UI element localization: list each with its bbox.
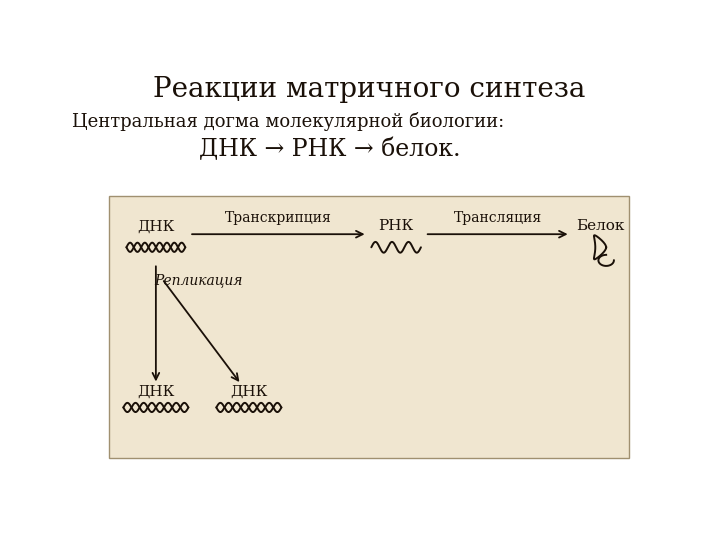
Text: Репликация: Репликация — [154, 273, 243, 287]
Text: Трансляция: Трансляция — [454, 211, 541, 225]
Text: ДНК → РНК → белок.: ДНК → РНК → белок. — [199, 138, 461, 161]
Bar — [109, 195, 629, 457]
Text: ДНК: ДНК — [138, 219, 174, 233]
Text: ДНК: ДНК — [230, 385, 268, 399]
Text: Реакции матричного синтеза: Реакции матричного синтеза — [153, 76, 585, 103]
Text: Транскрипция: Транскрипция — [225, 211, 332, 225]
Text: РНК: РНК — [379, 219, 414, 233]
Text: Белок: Белок — [576, 219, 624, 233]
Text: ДНК: ДНК — [138, 385, 174, 399]
Text: Центральная догма молекулярной биологии:: Центральная догма молекулярной биологии: — [71, 111, 504, 131]
